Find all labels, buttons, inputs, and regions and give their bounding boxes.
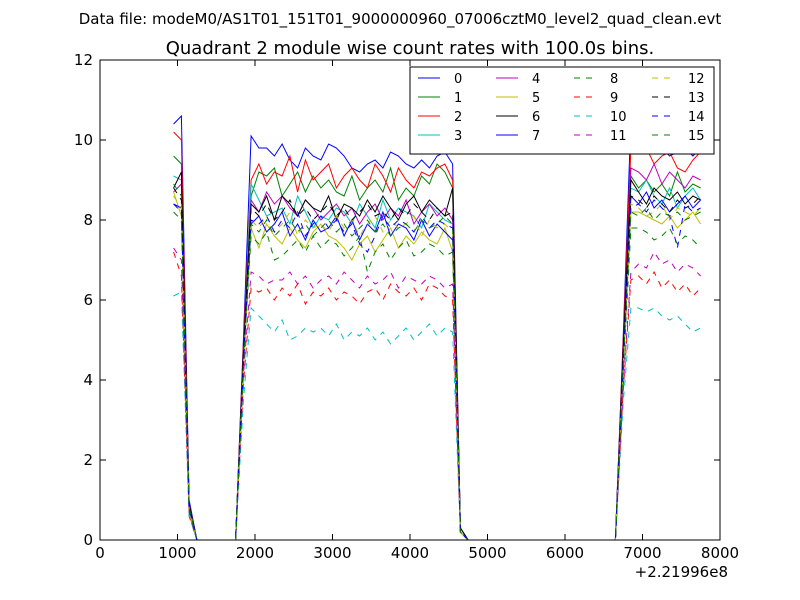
legend-label-4: 4 — [532, 72, 540, 87]
legend-label-15: 15 — [688, 129, 705, 144]
legend-label-3: 3 — [454, 129, 462, 144]
legend-label-11: 11 — [610, 129, 627, 144]
x-offset-label: +2.21996e8 — [635, 563, 728, 581]
legend-label-13: 13 — [688, 91, 705, 106]
series-line-13 — [173, 187, 701, 540]
legend-frame — [409, 66, 715, 155]
series-line-14 — [173, 199, 701, 540]
legend-label-14: 14 — [688, 110, 705, 125]
series-line-6 — [173, 171, 701, 540]
ticks-layer: 0 1000 2000 3000 4000 5000 6000 7000 80000246810… — [74, 51, 739, 562]
legend-label-2: 2 — [454, 110, 462, 125]
series-line-5 — [173, 191, 702, 540]
series-layer — [173, 114, 702, 540]
x-tick-label: 6000 — [546, 544, 584, 562]
legend-label-1: 1 — [454, 91, 462, 106]
series-line-8 — [173, 183, 701, 540]
y-tick-label: 0 — [83, 531, 93, 549]
x-tick-label: 5000 — [468, 544, 506, 562]
figure-suptitle: Data file: modeM0/AS1T01_151T01_90000009… — [79, 10, 722, 29]
series-line-2 — [173, 131, 701, 540]
series-line-10 — [173, 291, 701, 540]
series-line-12 — [173, 195, 701, 540]
x-tick-label: 0 — [95, 544, 105, 562]
legend-label-12: 12 — [688, 72, 705, 87]
y-tick-label: 6 — [83, 291, 93, 309]
x-tick-label: 2000 — [236, 544, 274, 562]
legend-label-9: 9 — [610, 91, 618, 106]
y-tick-label: 2 — [83, 451, 93, 469]
y-tick-label: 10 — [74, 131, 93, 149]
chart-title: Quadrant 2 module wise count rates with … — [166, 38, 655, 59]
x-tick-label: 7000 — [623, 544, 661, 562]
x-tick-label: 4000 — [391, 544, 429, 562]
legend-label-5: 5 — [532, 91, 540, 106]
legend-label-8: 8 — [610, 72, 618, 87]
legend-label-0: 0 — [454, 72, 462, 87]
y-tick-label: 4 — [83, 371, 93, 389]
series-line-1 — [173, 155, 701, 540]
legend-label-7: 7 — [532, 129, 540, 144]
series-line-0 — [173, 114, 701, 540]
x-tick-label: 1000 — [158, 544, 196, 562]
series-line-4 — [173, 162, 701, 540]
y-tick-label: 8 — [83, 211, 93, 229]
x-tick-label: 3000 — [313, 544, 351, 562]
legend-label-6: 6 — [532, 110, 540, 125]
series-line-11 — [173, 247, 701, 540]
series-line-9 — [173, 251, 701, 540]
y-tick-label: 12 — [74, 51, 93, 69]
x-tick-label: 8000 — [701, 544, 739, 562]
legend-label-10: 10 — [610, 110, 627, 125]
